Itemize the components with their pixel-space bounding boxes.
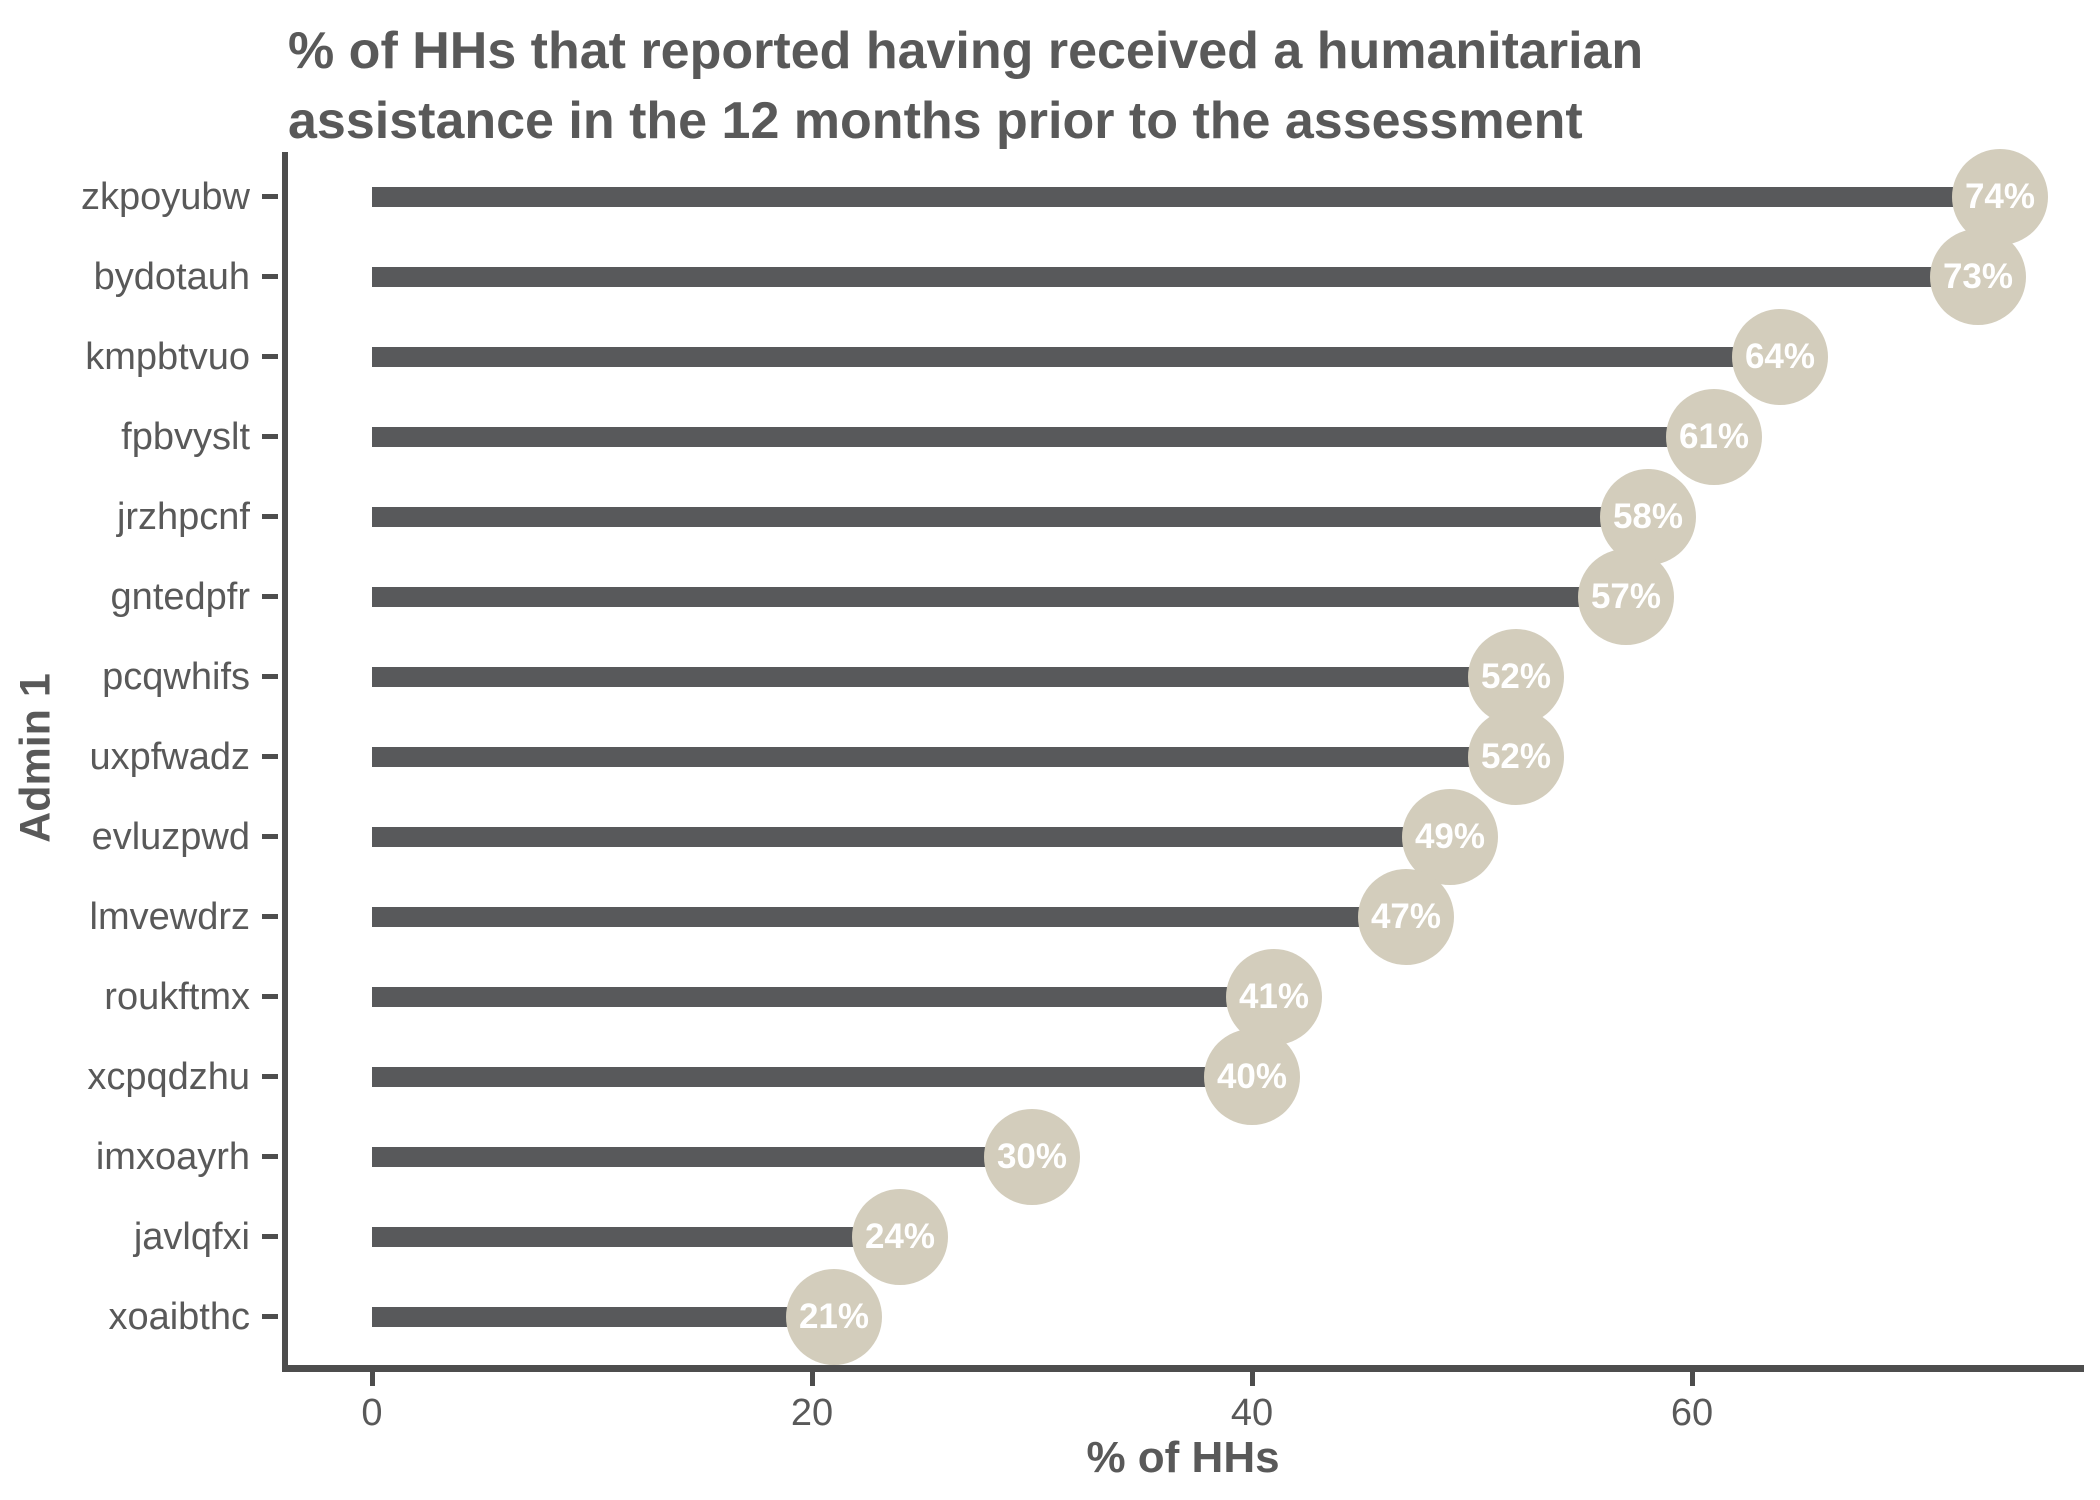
x-axis-tick-label: 20 [790,1392,834,1434]
y-tick [262,594,278,599]
bar [372,1307,834,1327]
chart-title-line-2: assistance in the 12 months prior to the… [288,92,1583,150]
y-axis-label: javlqfxi [133,1216,250,1258]
bar [372,587,1626,607]
x-tick [370,1372,375,1386]
x-tick [1690,1372,1695,1386]
y-axis-label: uxpfwadz [89,736,250,778]
y-axis-label: bydotauh [93,256,250,298]
y-axis-label: xcpqdzhu [87,1056,250,1098]
value-bubble: 52% [1468,709,1564,805]
bar [372,987,1274,1007]
y-tick [262,1154,278,1159]
value-bubble: 47% [1358,869,1454,965]
value-bubble: 24% [852,1189,948,1285]
y-tick [262,514,278,519]
plot-area: zkpoyubw bydotauh kmpbtvuo fpbvyslt jrzhpcnf… [81,149,2084,1434]
y-tick [262,754,278,759]
x-axis-tick-label: 0 [361,1392,383,1434]
y-tick [262,914,278,919]
bar [372,507,1648,527]
value-bubble: 21% [786,1269,882,1365]
y-axis-label: xoaibthc [108,1296,250,1338]
bar [372,1147,1032,1167]
x-tick [810,1372,815,1386]
y-axis-label: zkpoyubw [81,176,250,218]
y-tick [262,1314,278,1319]
y-axis-label: imxoayrh [95,1136,250,1178]
x-axis-title: % of HHs [1086,1433,1280,1482]
value-bubble: 49% [1402,789,1498,885]
bar [372,747,1516,767]
y-axis-label: gntedpfr [110,576,250,618]
bar [372,1227,900,1247]
value-bubble: 57% [1578,549,1674,645]
y-tick [262,674,278,679]
chart-title-line-1: % of HHs that reported having received a… [288,22,1644,80]
y-tick [262,434,278,439]
y-tick [262,1074,278,1079]
x-axis-tick-label: 40 [1230,1392,1274,1434]
y-tick [262,994,278,999]
bar [372,1067,1252,1087]
y-tick [262,354,278,359]
y-axis-label: fpbvyslt [121,416,250,458]
value-bubble: 30% [984,1109,1080,1205]
bar [372,827,1450,847]
value-bubble: 40% [1204,1029,1300,1125]
value-bubble: 64% [1732,309,1828,405]
y-tick [262,1234,278,1239]
chart-title: % of HHs that reported having received a… [288,16,1643,156]
y-tick [262,194,278,199]
y-axis-label: pcqwhifs [102,656,250,698]
bar [372,267,1978,287]
bar [372,667,1516,687]
bar [372,907,1406,927]
x-tick [1250,1372,1255,1386]
value-bubble: 73% [1930,229,2026,325]
value-bubble: 61% [1666,389,1762,485]
y-axis-label: kmpbtvuo [85,336,250,378]
y-axis-label: roukftmx [104,976,250,1018]
bar [372,187,2000,207]
y-axis-label: evluzpwd [91,816,250,858]
y-tick [262,274,278,279]
y-axis-label: lmvewdrz [89,896,250,938]
bar [372,427,1714,447]
x-axis-tick-label: 60 [1670,1392,1714,1434]
y-axis-label: jrzhpcnf [116,496,250,538]
y-tick [262,834,278,839]
bar [372,347,1780,367]
